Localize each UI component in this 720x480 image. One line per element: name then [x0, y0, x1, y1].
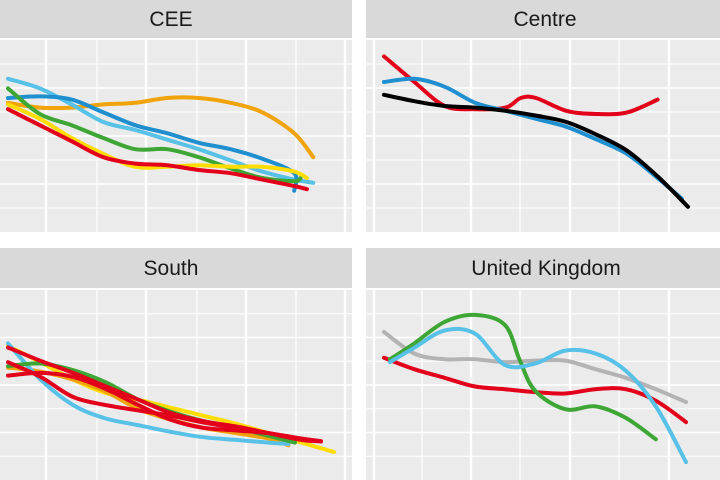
strip-united-kingdom	[366, 248, 720, 288]
series-line-united-kingdom-3	[388, 312, 658, 442]
panel-south: South	[0, 248, 352, 480]
series-line-centre-3	[382, 92, 690, 209]
strip-cee	[0, 0, 352, 38]
grid-centre	[366, 40, 720, 232]
panel-cee: CEE	[0, 0, 352, 232]
series-line-south-7	[6, 360, 323, 444]
series-line-united-kingdom-4	[388, 326, 688, 465]
panel-centre: Centre	[366, 0, 720, 232]
series-line-cee-1	[6, 95, 316, 160]
panel-title-cee: CEE	[149, 8, 192, 31]
series-line-south-3	[6, 341, 291, 446]
panel-title-south: South	[144, 257, 199, 280]
strip-centre	[366, 0, 720, 38]
grid-cee	[0, 40, 352, 232]
series-line-centre-1	[382, 54, 660, 117]
series-south	[6, 341, 336, 454]
strip-south	[0, 248, 352, 288]
panel-united-kingdom: United Kingdom	[366, 248, 720, 480]
series-united-kingdom	[382, 312, 688, 465]
panel-title-centre: Centre	[513, 8, 576, 31]
panel-title-united-kingdom: United Kingdom	[471, 257, 620, 280]
series-centre	[382, 54, 690, 209]
series-line-centre-2	[382, 76, 684, 201]
series-line-cee-6	[6, 107, 309, 192]
series-line-cee-3	[6, 94, 299, 193]
series-cee	[6, 76, 316, 193]
